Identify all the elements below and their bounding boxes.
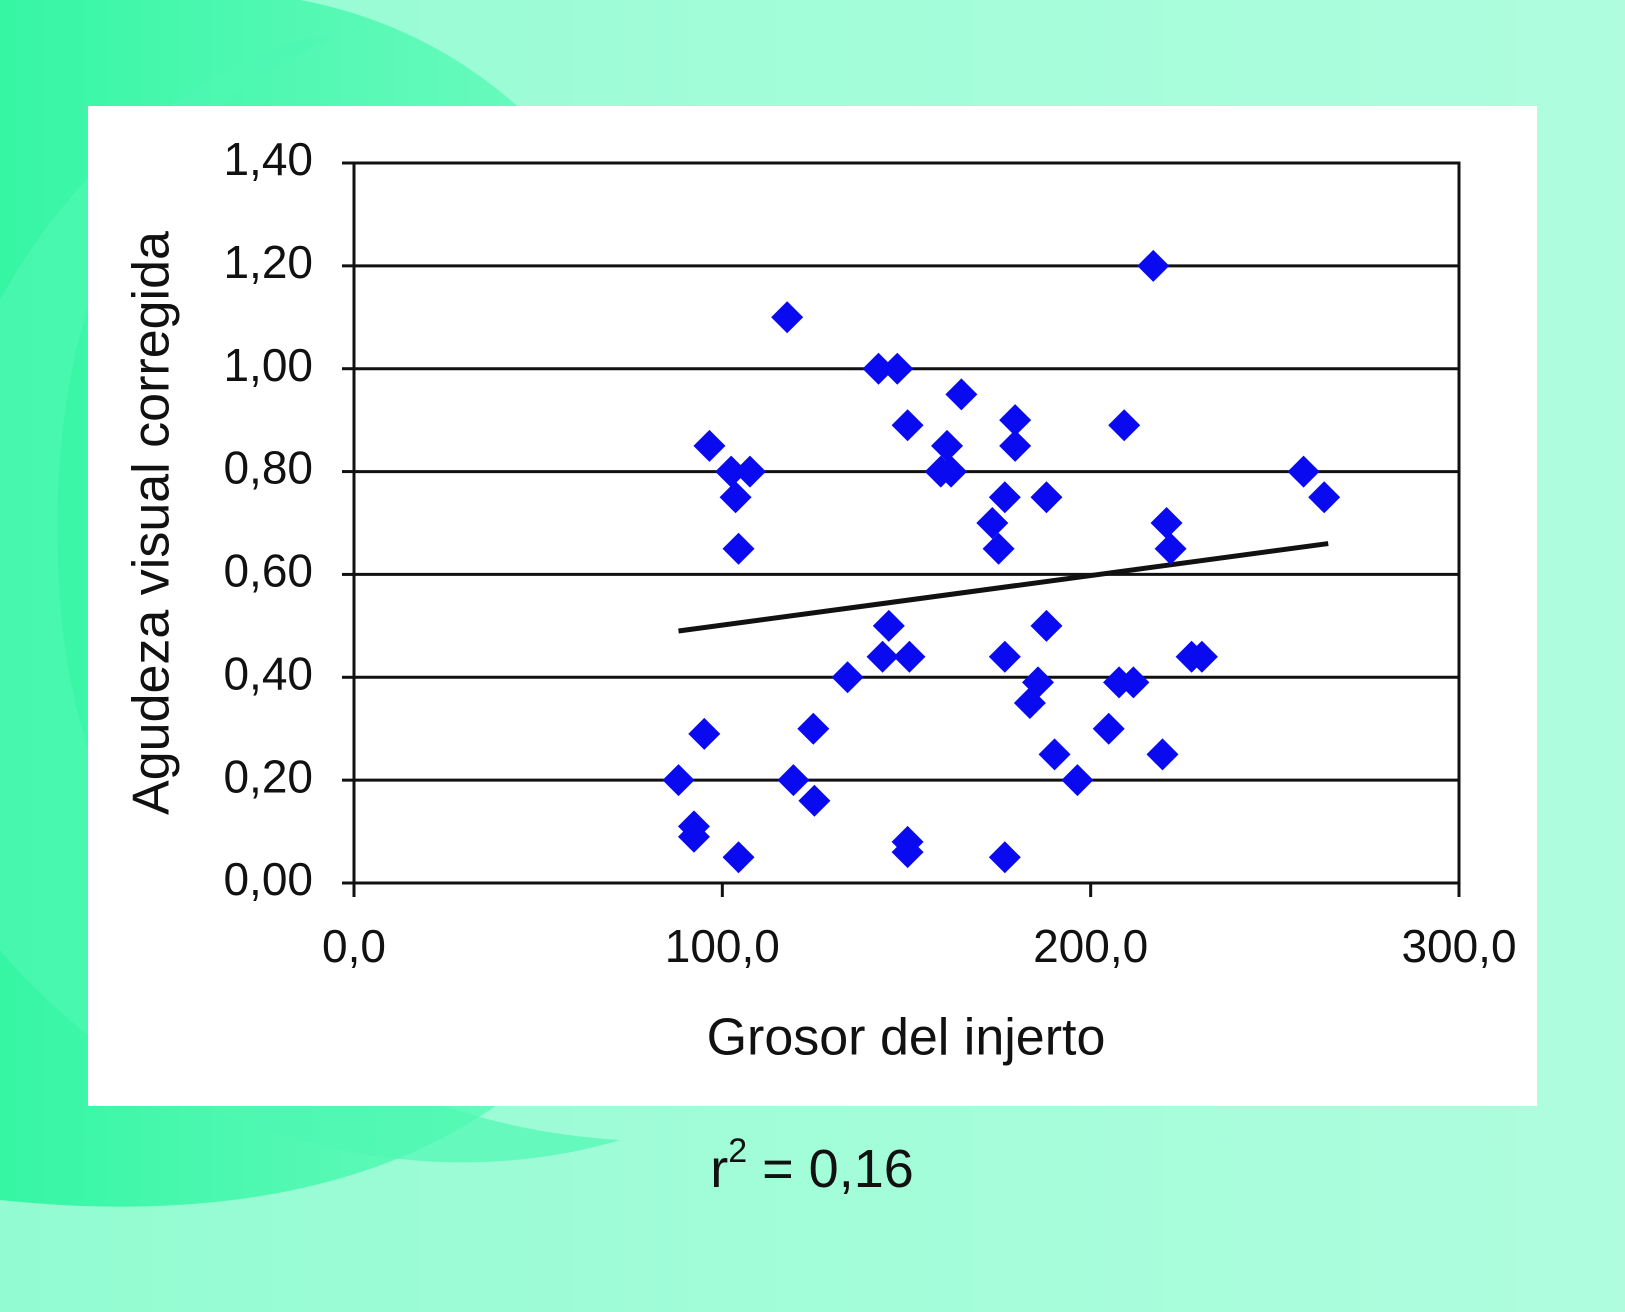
plot-frame bbox=[352, 161, 1461, 885]
data-point bbox=[719, 481, 752, 514]
data-point bbox=[1092, 712, 1125, 745]
data-point bbox=[1150, 507, 1183, 539]
y-tick-label: 1,00 bbox=[223, 339, 313, 391]
data-point bbox=[872, 609, 905, 642]
annotation-superscript: 2 bbox=[728, 1132, 747, 1170]
data-point bbox=[999, 429, 1032, 462]
y-tick-label: 0,00 bbox=[223, 853, 313, 905]
data-point bbox=[777, 764, 810, 797]
data-point bbox=[1137, 249, 1170, 282]
data-point bbox=[1108, 409, 1141, 442]
x-tick-label: 0,0 bbox=[322, 920, 386, 972]
data-point bbox=[893, 640, 926, 673]
annotation-part: = 0,16 bbox=[747, 1139, 914, 1199]
data-point bbox=[1117, 666, 1150, 699]
data-point bbox=[891, 836, 924, 869]
data-point bbox=[1308, 481, 1341, 514]
annotation: r2 = 0,16 bbox=[710, 1132, 914, 1199]
y-tick-label: 0,60 bbox=[223, 545, 313, 597]
y-tick-label: 0,80 bbox=[223, 442, 313, 494]
data-point bbox=[931, 429, 964, 462]
data-point bbox=[1154, 532, 1187, 565]
x-axis-label: Grosor del injerto bbox=[707, 1009, 1106, 1067]
data-point bbox=[715, 455, 748, 488]
y-tick-label: 0,20 bbox=[223, 750, 313, 802]
data-point bbox=[1185, 640, 1218, 673]
data-point bbox=[1287, 455, 1320, 488]
data-point bbox=[988, 481, 1021, 514]
marks bbox=[662, 249, 1341, 874]
data-point bbox=[798, 784, 831, 817]
data-point bbox=[733, 455, 766, 488]
data-point bbox=[988, 841, 1021, 874]
data-point bbox=[771, 301, 804, 334]
data-point bbox=[831, 661, 864, 694]
data-point bbox=[722, 841, 755, 874]
data-point bbox=[722, 532, 755, 565]
data-point bbox=[797, 712, 830, 745]
plot-panel bbox=[88, 106, 1537, 1106]
data-point bbox=[688, 717, 721, 750]
y-tick-label: 0,40 bbox=[223, 647, 313, 699]
data-point bbox=[945, 378, 978, 411]
data-point bbox=[662, 764, 695, 797]
data-point bbox=[866, 640, 899, 673]
data-point bbox=[862, 352, 895, 385]
y-axis-label: Agudeza visual corregida bbox=[123, 231, 181, 815]
data-point bbox=[891, 409, 924, 442]
data-point bbox=[693, 429, 726, 462]
x-tick-label: 300,0 bbox=[1401, 920, 1516, 972]
data-point bbox=[677, 820, 710, 853]
x-tick-label: 100,0 bbox=[665, 920, 780, 972]
data-point bbox=[988, 640, 1021, 673]
y-tick-label: 1,20 bbox=[223, 236, 313, 288]
data-point bbox=[976, 507, 1009, 539]
x-tick-label: 200,0 bbox=[1033, 920, 1148, 972]
data-point bbox=[1030, 609, 1063, 642]
data-point bbox=[1038, 738, 1071, 771]
data-point bbox=[881, 352, 914, 385]
trend-line bbox=[678, 541, 1329, 634]
annotation-part: r bbox=[710, 1139, 728, 1199]
data-point bbox=[1061, 764, 1094, 797]
data-point bbox=[982, 532, 1015, 565]
y-tick-label: 1,40 bbox=[223, 133, 313, 185]
data-point bbox=[1146, 738, 1179, 771]
data-point bbox=[1030, 481, 1063, 514]
data-point bbox=[1013, 687, 1046, 719]
data-point bbox=[935, 455, 968, 488]
data-point bbox=[999, 404, 1032, 437]
